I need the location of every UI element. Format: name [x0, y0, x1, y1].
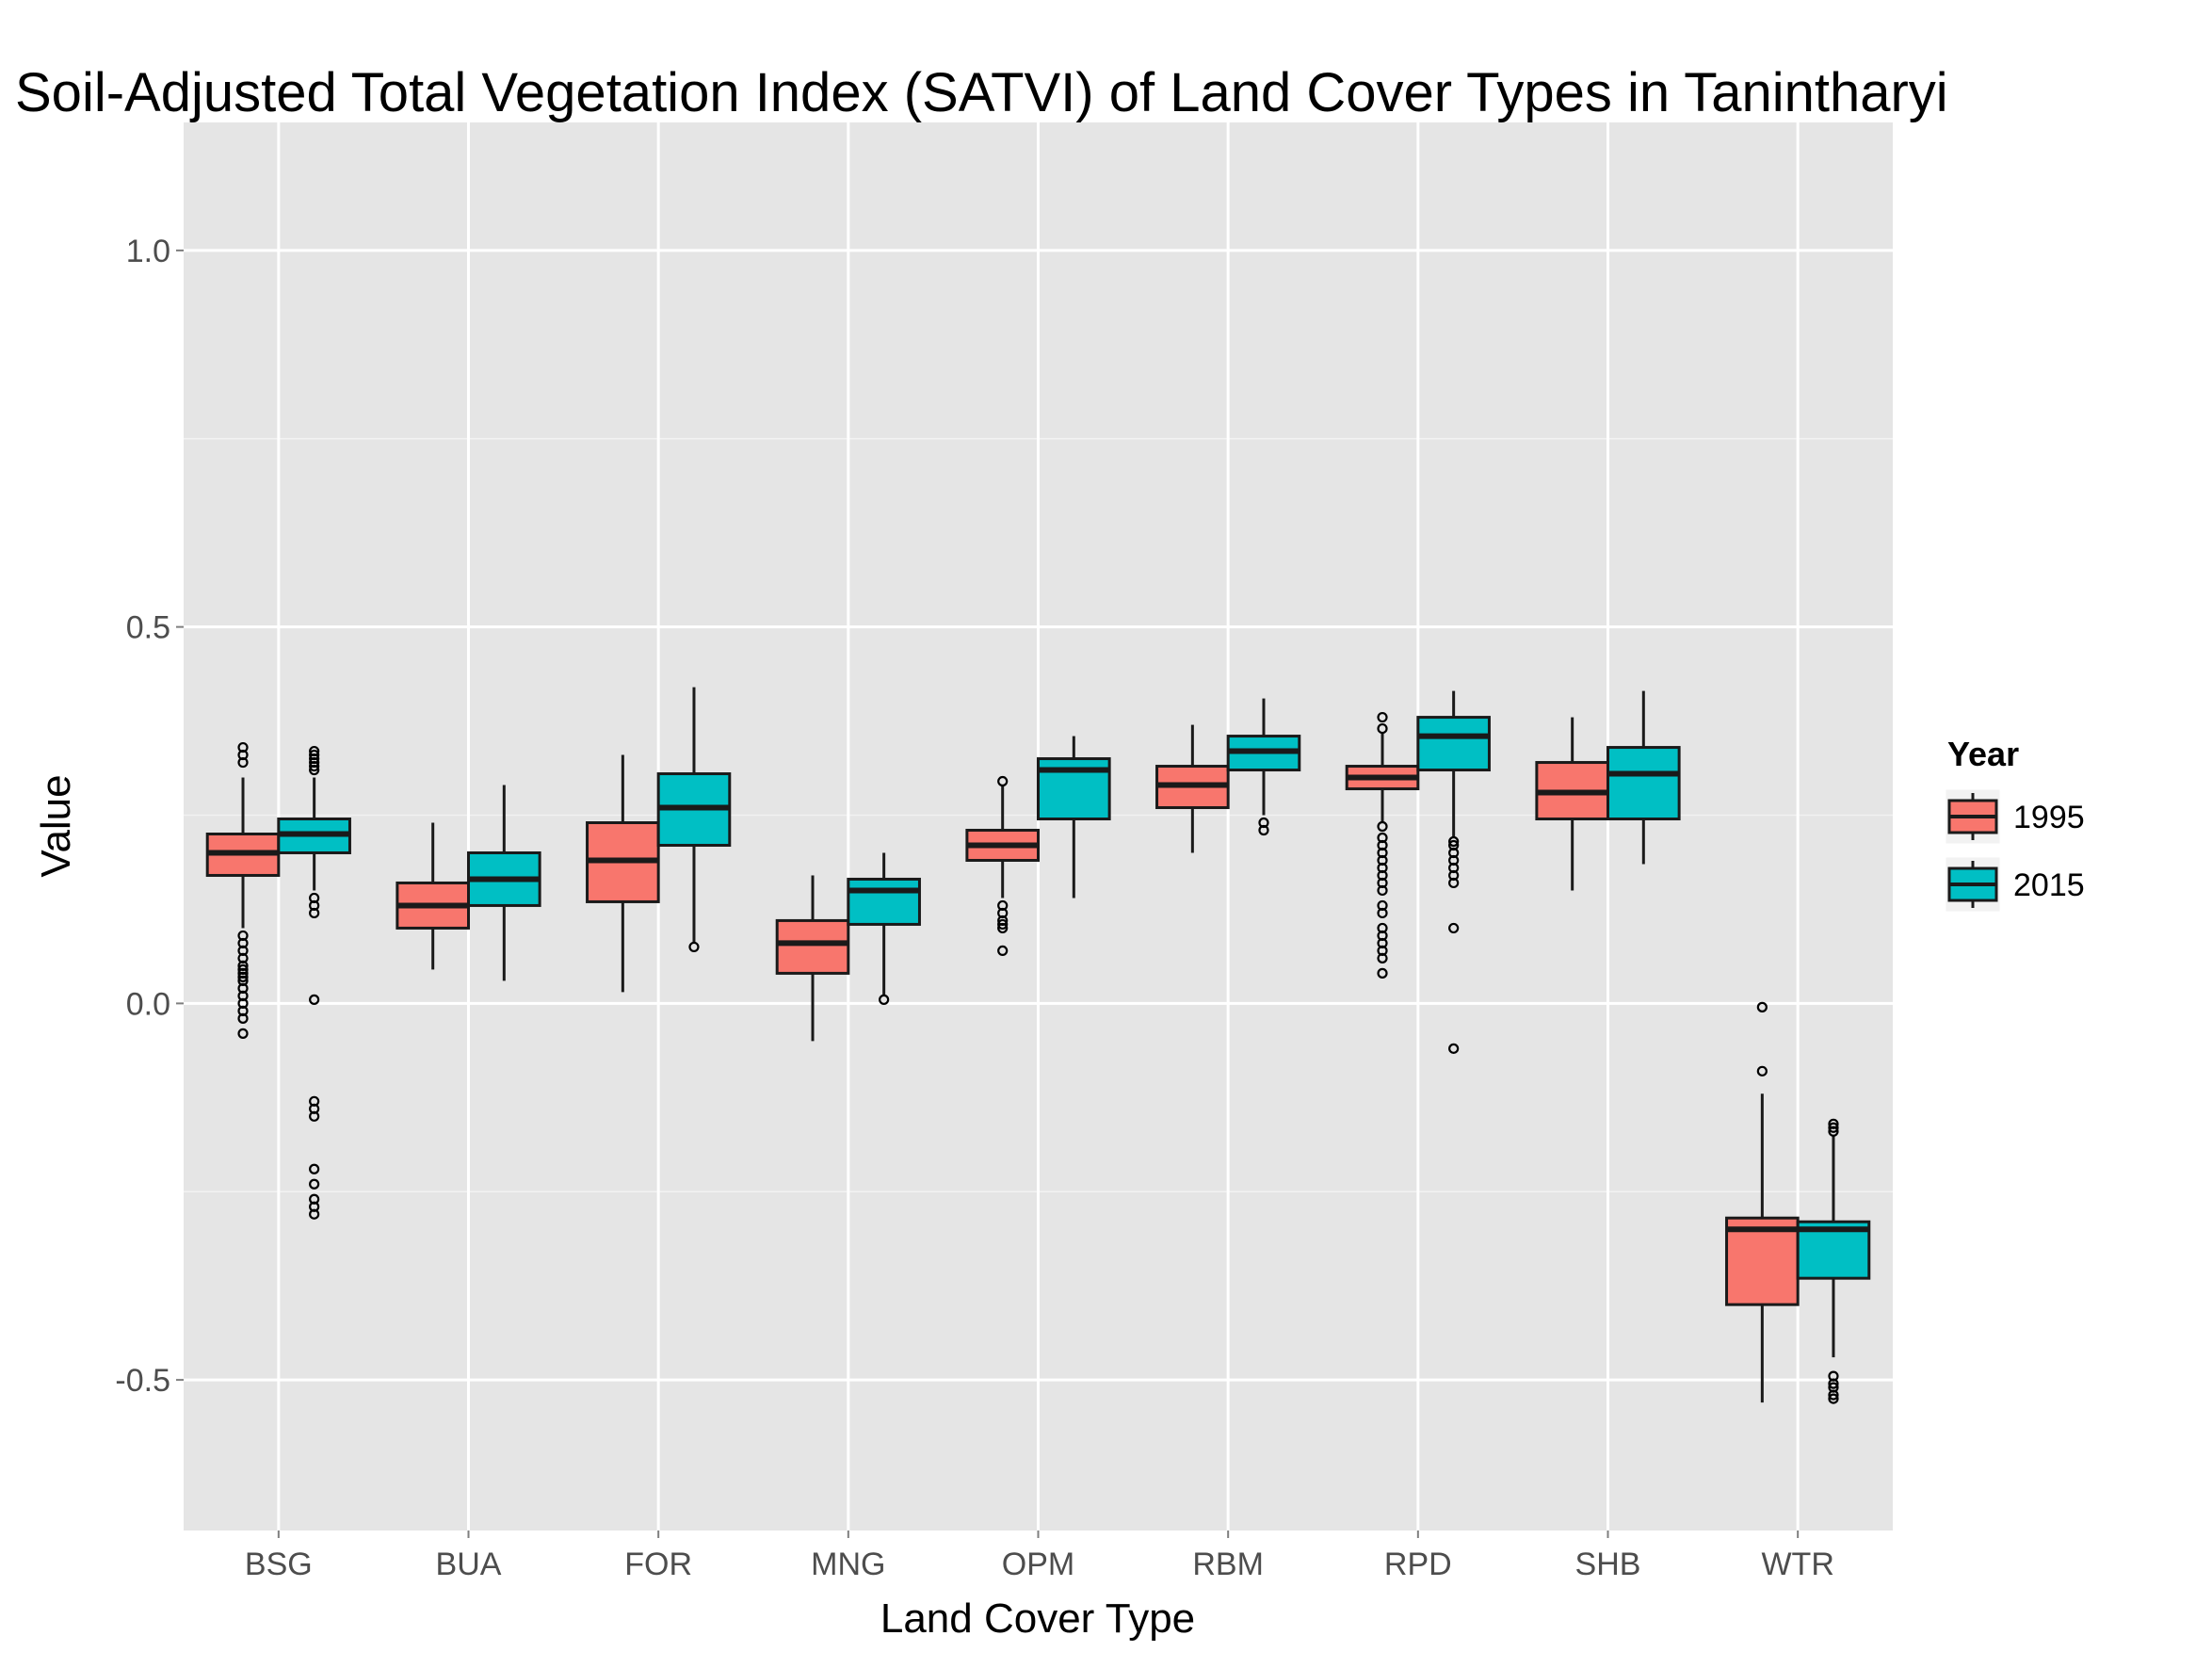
outlier-point	[1377, 711, 1388, 723]
outlier-point	[1377, 967, 1388, 979]
outlier-point	[237, 1028, 249, 1039]
outlier-point	[309, 1178, 320, 1190]
x-axis: BSG BUA FOR MNG OPM RBM RPD SHB WTR	[245, 1530, 1834, 1582]
legend-title: Year	[1947, 735, 2019, 773]
outlier-point	[309, 760, 320, 772]
outlier-point	[1828, 1378, 1839, 1389]
outlier-point	[1377, 952, 1388, 964]
x-tick-label: BUA	[436, 1547, 502, 1582]
outlier-point	[997, 945, 1009, 957]
outlier-point	[1828, 1393, 1839, 1404]
outlier-point	[879, 994, 890, 1005]
x-tick-label: FOR	[624, 1547, 692, 1582]
box-2015-RPD	[1416, 716, 1491, 772]
legend: Year 1995 2015	[1945, 735, 2085, 913]
outlier-point	[1377, 884, 1388, 897]
x-tick-label: BSG	[245, 1547, 313, 1582]
outlier-point	[1258, 824, 1269, 836]
x-tick-label: SHB	[1575, 1547, 1641, 1582]
outlier-point	[997, 918, 1009, 931]
outlier-point	[1756, 1065, 1768, 1077]
chart-title: Soil-Adjusted Total Vegetation Index (SA…	[15, 62, 1948, 123]
box-1995-WTR	[1725, 1216, 1800, 1306]
outlier-point	[1828, 1389, 1839, 1401]
outlier-point	[1377, 722, 1388, 735]
x-tick-label: WTR	[1761, 1547, 1833, 1582]
outlier-point	[688, 941, 700, 953]
boxplot-marks	[205, 687, 1871, 1404]
outlier-point	[1828, 1125, 1839, 1137]
box-1995-MNG	[775, 918, 850, 975]
outlier-point	[1448, 877, 1460, 889]
box-2015-MNG	[847, 877, 921, 926]
outlier-point	[237, 971, 249, 982]
outlier-point	[1448, 835, 1460, 848]
legend-label-2015: 2015	[2013, 867, 2085, 903]
y-tick-label: -0.5	[115, 1363, 170, 1399]
outlier-point	[997, 775, 1009, 787]
y-tick-label: 1.0	[126, 234, 170, 269]
x-tick-label: OPM	[1002, 1547, 1074, 1582]
box-2015-SHB	[1607, 746, 1681, 821]
outlier-point	[1448, 1043, 1460, 1054]
outlier-point	[237, 756, 249, 769]
outlier-point	[1377, 907, 1388, 919]
legend-label-1995: 1995	[2013, 800, 2085, 835]
outlier-point	[997, 922, 1009, 934]
outlier-point	[1377, 820, 1388, 833]
outlier-point	[309, 764, 320, 776]
outlier-point	[1448, 922, 1460, 934]
x-tick-label: RBM	[1192, 1547, 1264, 1582]
outlier-point	[1756, 1001, 1768, 1012]
outlier-point	[237, 1012, 249, 1024]
outlier-point	[309, 1110, 320, 1122]
outlier-point	[309, 907, 320, 919]
y-tick-label: 0.0	[126, 986, 170, 1022]
outlier-point	[309, 1163, 320, 1174]
outlier-point	[309, 994, 320, 1005]
x-tick-label: MNG	[811, 1547, 885, 1582]
outlier-point	[1828, 1122, 1839, 1133]
x-axis-title: Land Cover Type	[880, 1595, 1195, 1642]
y-axis: -0.5 0.0 0.5 1.0	[115, 234, 184, 1399]
outlier-point	[309, 1208, 320, 1220]
y-axis-title: Value	[33, 774, 79, 877]
y-tick-label: 0.5	[126, 610, 170, 646]
x-tick-label: RPD	[1384, 1547, 1452, 1582]
